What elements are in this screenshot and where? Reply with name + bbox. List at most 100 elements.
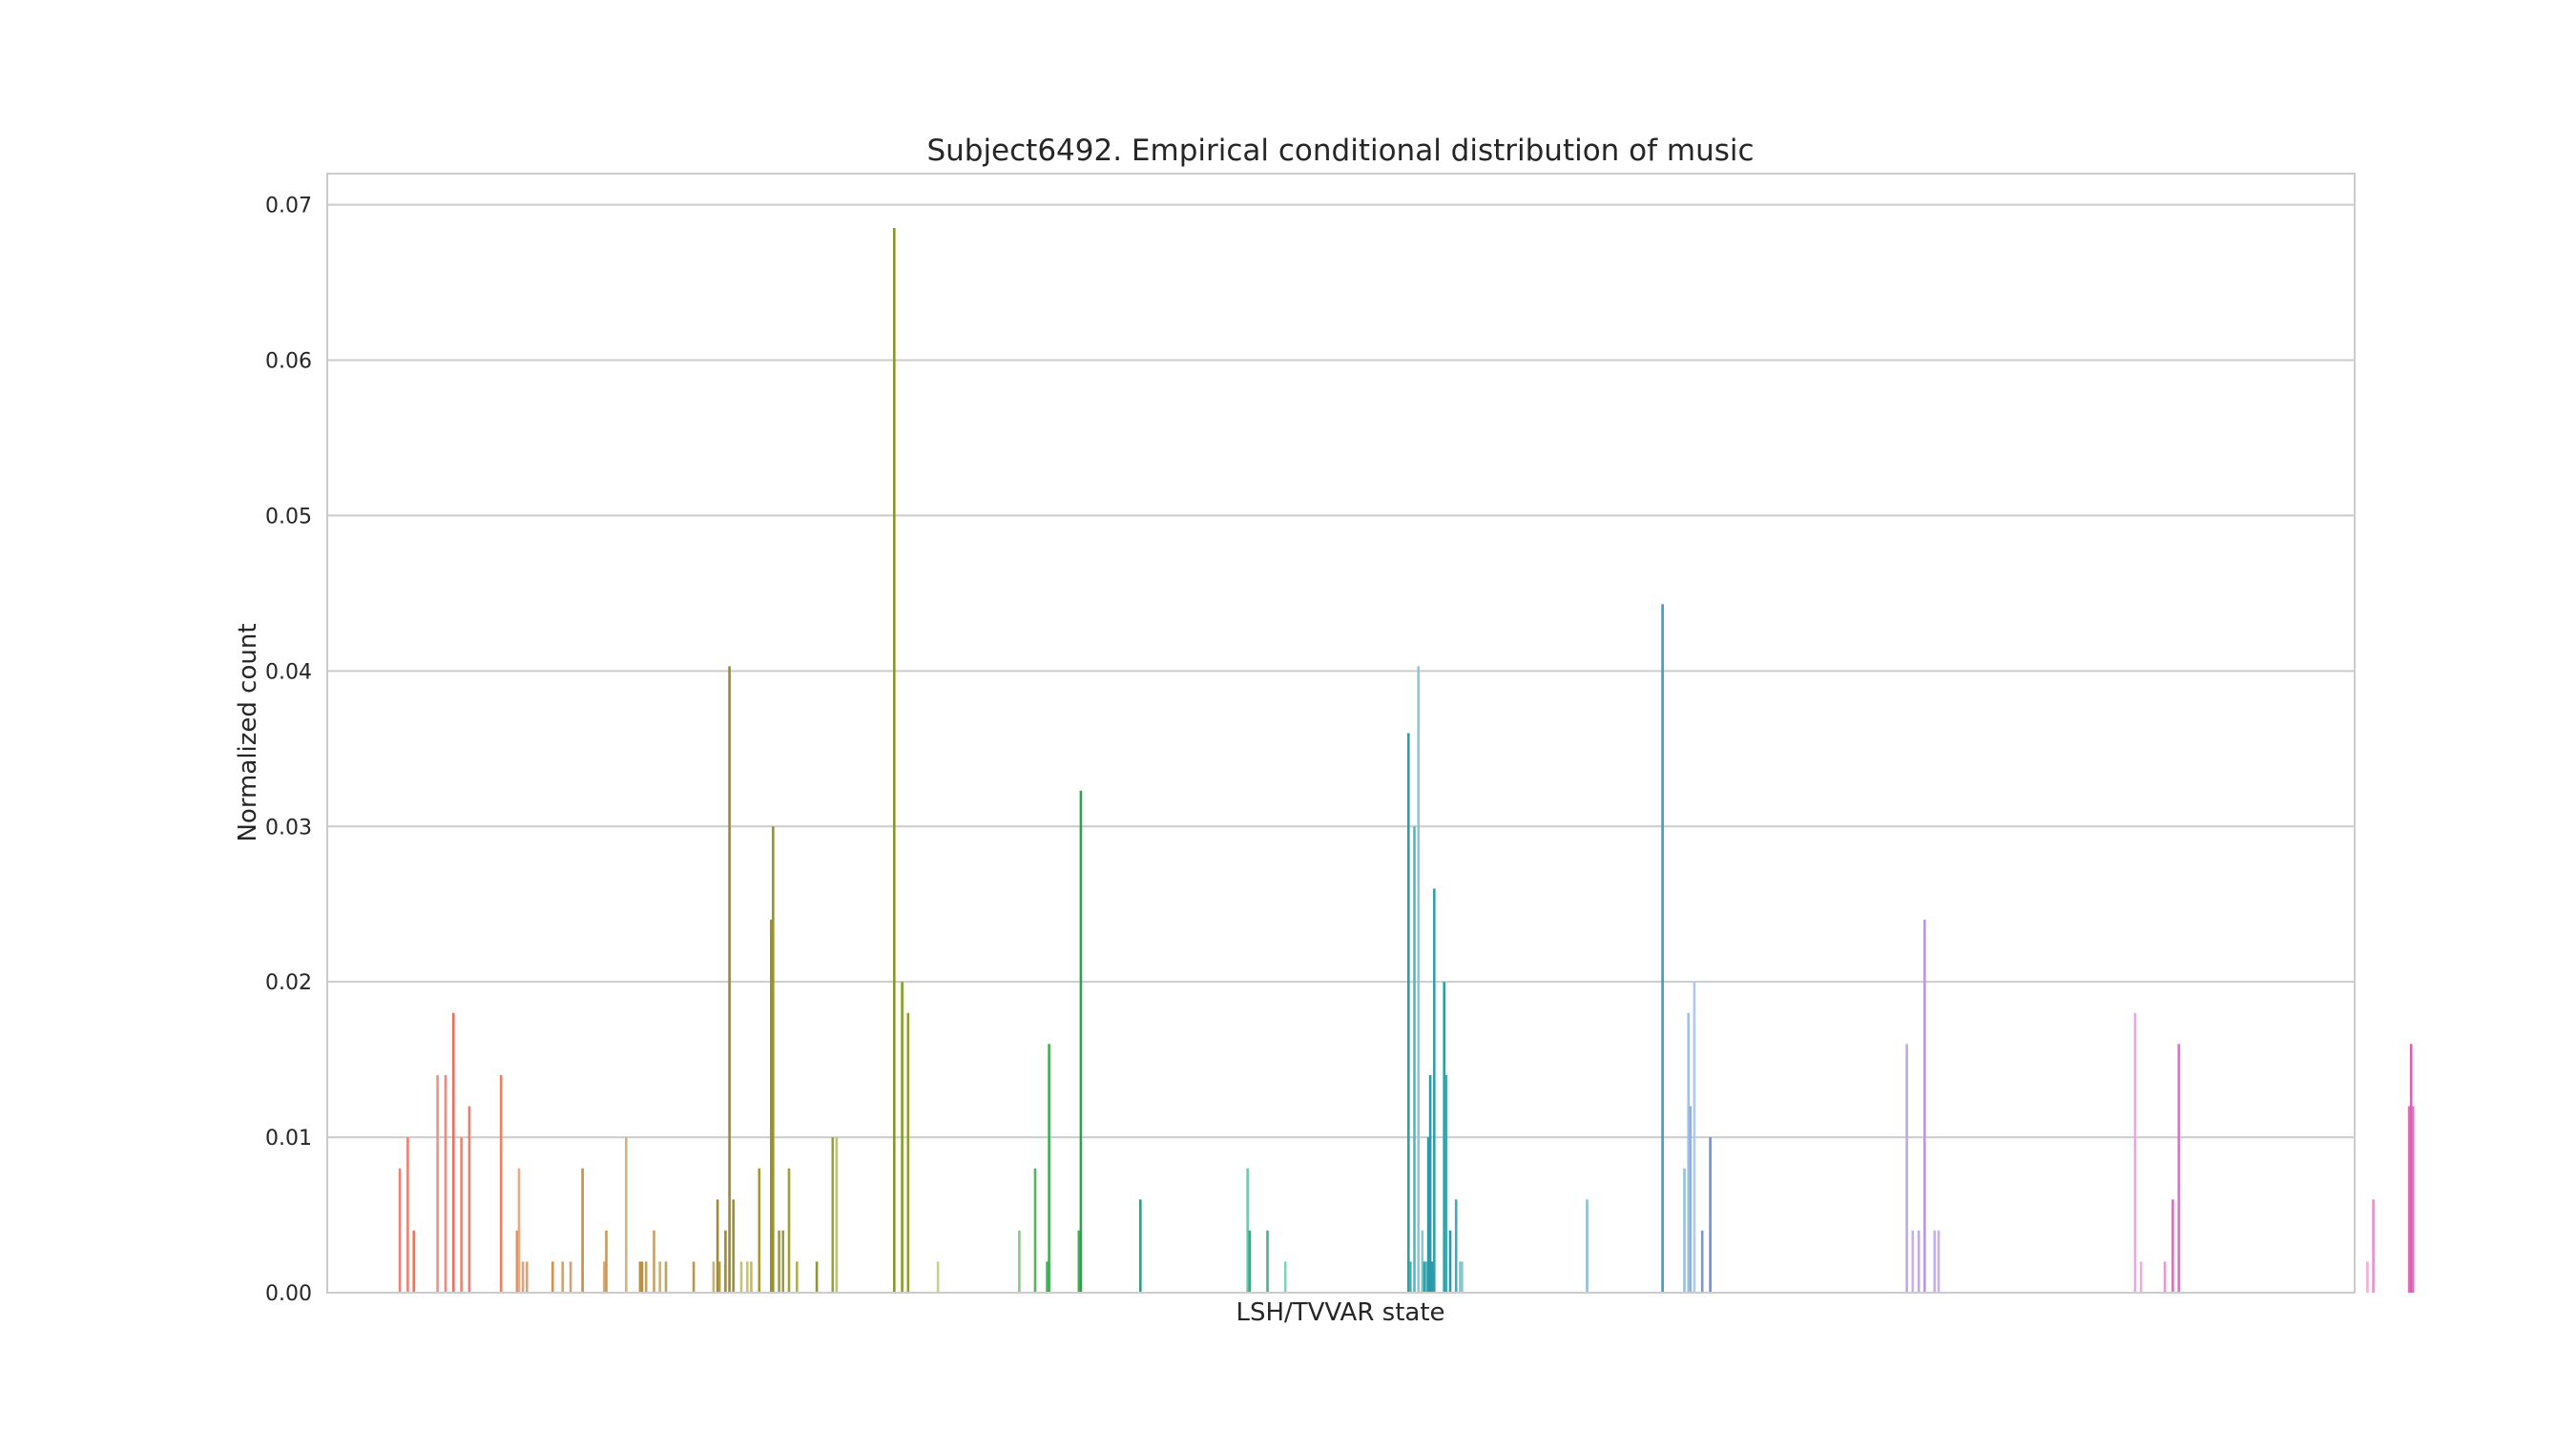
bar [1246, 1168, 1249, 1293]
bar [772, 826, 775, 1294]
bar [1248, 1230, 1252, 1293]
bar [460, 1137, 463, 1293]
bar [412, 1230, 415, 1293]
bar [746, 1261, 749, 1293]
bar [692, 1261, 696, 1293]
bar [893, 228, 896, 1293]
bar [750, 1261, 753, 1293]
bar [1409, 1261, 1412, 1293]
bar [1709, 1137, 1712, 1293]
y-tick-labels: 0.00 0.01 0.02 0.03 0.04 0.05 0.06 0.07 [265, 195, 312, 1306]
bar [1430, 1261, 1434, 1293]
bar [1033, 1168, 1037, 1293]
bar [739, 1261, 743, 1293]
bar [2411, 1106, 2415, 1293]
chart-title: Subject6492. Empirical conditional distr… [926, 134, 1754, 168]
bar [521, 1261, 525, 1293]
bar [1433, 888, 1436, 1293]
bar [732, 1199, 735, 1294]
bar [796, 1261, 799, 1293]
y-tick-label: 0.00 [265, 1282, 312, 1306]
x-axis-label: LSH/TVVAR state [1236, 1298, 1444, 1327]
bar [1018, 1230, 1021, 1293]
bar [653, 1230, 655, 1293]
bar [2407, 1106, 2411, 1293]
bar [1139, 1199, 1142, 1294]
bar [1421, 1230, 1424, 1293]
bar [716, 1199, 719, 1294]
bar [1413, 826, 1416, 1294]
bar [603, 1261, 606, 1293]
bar [1586, 1199, 1589, 1294]
bar [1454, 1199, 1458, 1294]
bar [1933, 1230, 1936, 1293]
bar [1444, 1074, 1448, 1293]
bar [1426, 1137, 1430, 1293]
bar [2372, 1199, 2375, 1294]
y-tick-label: 0.04 [265, 660, 312, 684]
bar [551, 1261, 554, 1293]
y-tick-label: 0.01 [265, 1127, 312, 1151]
bar [1683, 1168, 1686, 1293]
y-tick-label: 0.05 [265, 505, 312, 529]
bar [1693, 982, 1696, 1293]
bar [2409, 1044, 2413, 1293]
y-tick-label: 0.06 [265, 350, 312, 374]
plot-frame [326, 173, 2356, 1294]
bar [467, 1106, 471, 1293]
bar [831, 1137, 835, 1293]
bar [1283, 1261, 1287, 1293]
bar [1905, 1044, 1908, 1293]
bar [625, 1137, 628, 1293]
bar [1048, 1044, 1050, 1293]
bar [436, 1074, 439, 1293]
bar [664, 1261, 668, 1293]
bar [724, 1230, 727, 1293]
bar [1428, 1074, 1432, 1293]
y-tick-label: 0.03 [265, 816, 312, 840]
bar [1917, 1230, 1921, 1293]
bar [605, 1230, 608, 1293]
bar [1424, 1261, 1428, 1293]
y-tick-label: 0.07 [265, 195, 312, 218]
bar [2133, 1012, 2137, 1294]
bar [901, 982, 904, 1293]
bar [717, 1261, 721, 1293]
bar [517, 1168, 521, 1293]
bar [1417, 666, 1420, 1293]
bar [499, 1074, 503, 1293]
bar [906, 1012, 910, 1294]
bar [778, 1230, 780, 1293]
y-axis-label: Normalized count [234, 623, 262, 841]
bar [1700, 1230, 1704, 1293]
bar [2171, 1199, 2174, 1294]
bar [526, 1261, 529, 1293]
bar [1077, 1230, 1081, 1293]
bar [1448, 1230, 1452, 1293]
bar [2139, 1261, 2143, 1293]
bar [658, 1261, 661, 1293]
bar [1443, 982, 1445, 1293]
bar [1923, 920, 1926, 1293]
bar [444, 1074, 447, 1293]
bar [728, 666, 731, 1293]
bar [1689, 1106, 1693, 1293]
bar [1459, 1261, 1462, 1293]
bar [1461, 1261, 1464, 1293]
bar [515, 1230, 519, 1293]
bar [1407, 733, 1410, 1293]
bar [1079, 790, 1083, 1293]
bar [1937, 1230, 1941, 1293]
bar [1661, 604, 1664, 1293]
bar [781, 1230, 784, 1293]
bar [1423, 1261, 1426, 1293]
bar [1046, 1261, 1049, 1293]
bar [561, 1261, 564, 1293]
bar [758, 1168, 761, 1293]
bar [2366, 1261, 2369, 1293]
bar [815, 1261, 819, 1293]
bar [1266, 1230, 1269, 1293]
bar [835, 1137, 839, 1293]
bars [398, 228, 2415, 1294]
